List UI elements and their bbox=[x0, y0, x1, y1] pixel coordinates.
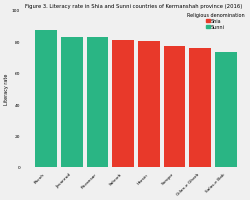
Bar bbox=[60, 37, 82, 167]
Bar bbox=[35, 31, 57, 167]
Bar bbox=[86, 37, 108, 167]
Bar bbox=[188, 48, 210, 167]
Bar bbox=[137, 42, 159, 167]
Text: Figure 3. Literacy rate in Shia and Sunni countries of Kermanshah province (2016: Figure 3. Literacy rate in Shia and Sunn… bbox=[25, 4, 242, 9]
Y-axis label: Literacy rate: Literacy rate bbox=[4, 73, 9, 105]
Bar bbox=[214, 53, 236, 167]
Bar bbox=[112, 41, 134, 167]
Legend: Shia, Sunni: Shia, Sunni bbox=[186, 13, 244, 30]
Bar bbox=[163, 47, 185, 167]
